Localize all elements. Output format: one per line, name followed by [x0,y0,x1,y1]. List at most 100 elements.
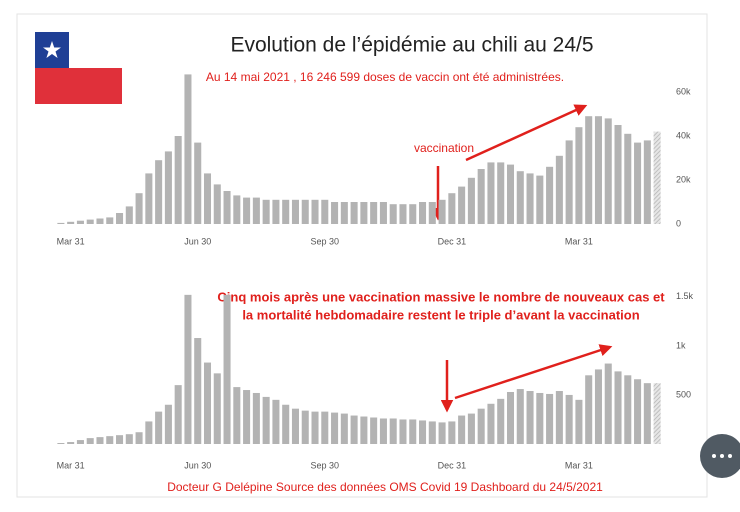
bar [213,373,221,444]
bar [106,436,114,444]
bar [428,202,436,224]
bar [291,199,299,224]
bar [96,218,104,224]
bar [575,127,583,224]
bar [546,166,554,224]
bar [184,74,192,225]
bar [409,419,417,444]
bar [634,142,642,224]
bar [389,418,397,444]
bar [331,202,339,224]
bar [243,390,251,444]
bar [125,206,133,224]
bar [233,195,241,224]
bar [203,362,212,444]
bar [614,125,622,224]
bar [164,151,172,224]
arrows [431,104,613,413]
bar [497,162,505,224]
bar [516,171,524,224]
chat-icon[interactable] [700,434,740,478]
bar [360,202,368,224]
bar [86,219,94,224]
bar [223,294,231,444]
bar [399,419,407,444]
bar [233,387,241,444]
bar [370,417,378,444]
bar [164,404,172,444]
bar [565,394,573,444]
bar [194,142,202,224]
bar [653,131,661,224]
bar [282,199,290,224]
bar [76,440,84,444]
bar [145,173,153,224]
bar [340,202,348,224]
bar [565,140,573,224]
bar [506,391,515,444]
bar [311,199,319,224]
x-tick-label: Mar 31 [565,460,593,470]
annotation: la mortalité hebdomadaire restent le tri… [242,307,639,322]
bar [653,383,661,444]
bar [106,217,114,224]
bar [467,413,475,444]
bar [546,393,554,444]
bar [116,435,124,444]
bar [614,371,622,444]
bar [262,396,270,444]
bar [116,213,124,224]
bar [76,220,84,224]
bar [526,391,534,444]
bar [526,173,534,224]
bar [203,173,212,224]
bar [555,391,563,444]
bar [399,204,407,224]
bar [458,186,466,224]
x-tick-label: Mar 31 [57,236,85,246]
bar [604,363,612,444]
bar [155,160,163,224]
bar [350,202,358,224]
bar [428,421,436,444]
bar [458,415,466,444]
bar [536,392,544,444]
y-tick-label: 0 [676,218,681,228]
bar [57,222,65,224]
bar [467,177,475,224]
annotation: vaccination [414,141,474,155]
bar [419,420,427,444]
bar [243,197,251,224]
y-tick-label: 500 [676,389,691,399]
title: Evolution de l’épidémie au chili au 24/5 [230,34,593,57]
bar [125,434,133,444]
bar [448,193,456,224]
bar [409,204,417,224]
x-tick-label: Jun 30 [184,236,211,246]
bar [370,202,378,224]
bar [350,415,358,444]
annotation: Au 14 mai 2021 , 16 246 599 doses de vac… [206,70,564,84]
bar [252,392,260,444]
bar [594,369,602,444]
bar [311,411,319,444]
bar [340,413,348,444]
y-tick-label: 60k [676,86,691,96]
bar [487,162,495,224]
bar [174,136,182,224]
bar [135,193,143,224]
bar [438,422,446,444]
bar [360,416,368,444]
bar [272,199,280,224]
bar [585,116,593,224]
x-tick-label: Sep 30 [311,460,340,470]
bar [145,421,153,444]
bar [379,418,387,444]
bar [487,403,495,444]
bar [448,421,456,444]
bar [301,199,309,224]
bar [321,411,329,444]
bar [57,443,65,444]
bar [438,199,446,224]
